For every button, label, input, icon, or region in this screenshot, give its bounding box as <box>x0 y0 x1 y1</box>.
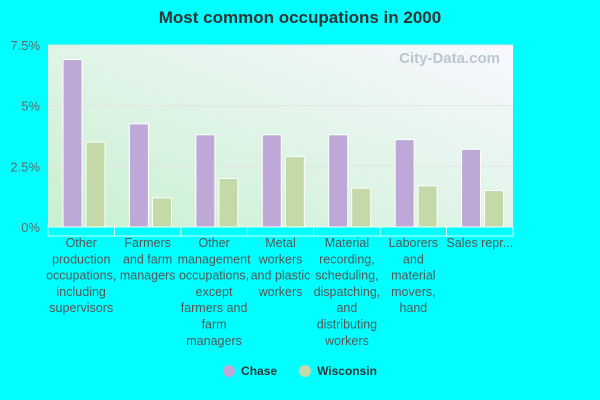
y-tick-label: 2.5% <box>10 159 40 174</box>
category-tick <box>47 226 115 237</box>
legend-item-chase: Chase <box>223 364 277 378</box>
x-tick-label: and <box>403 252 424 266</box>
x-tick-label: Farmers <box>124 236 171 250</box>
x-tick-label: workers <box>324 334 369 348</box>
x-tick-label: management <box>178 252 251 266</box>
category-tick <box>114 226 182 237</box>
x-tick-label: material <box>391 269 435 283</box>
x-tick-label: Metal <box>265 236 296 250</box>
bar-chase <box>62 59 83 228</box>
bar-wisconsin <box>218 177 239 228</box>
x-tick-label: managers <box>186 334 242 348</box>
legend-swatch <box>299 365 312 377</box>
x-tick-label: Other <box>66 236 97 250</box>
x-tick-label: scheduling, <box>315 269 378 283</box>
x-tick-label: distributing <box>317 318 377 332</box>
bar-chase <box>394 139 415 228</box>
x-tick-label: farmers and <box>181 301 248 315</box>
legend-item-wisconsin: Wisconsin <box>299 364 377 378</box>
chart-title: Most common occupations in 2000 <box>158 8 442 27</box>
y-tick-label: 5% <box>21 99 40 114</box>
bar-chase <box>328 134 349 228</box>
legend-label: Chase <box>241 364 278 378</box>
x-tick-label: including <box>57 285 106 299</box>
legend: Chase Wisconsin <box>0 364 600 378</box>
category-tick <box>313 226 381 237</box>
x-tick-label: movers, <box>391 285 435 299</box>
x-tick-label: occupations, <box>179 269 249 283</box>
x-tick-label: managers <box>120 269 176 283</box>
x-tick-label: Laborers <box>389 236 438 250</box>
bar-wisconsin <box>151 197 172 228</box>
x-tick-label: and farm <box>123 252 172 266</box>
x-tick-label: production <box>52 252 110 266</box>
legend-swatch <box>223 365 236 377</box>
bar-chase <box>261 134 282 228</box>
legend-label: Wisconsin <box>317 364 377 378</box>
bar-wisconsin <box>284 156 305 228</box>
category-tick <box>379 226 447 237</box>
x-tick-label: and plastic <box>251 269 311 283</box>
category-tick <box>446 226 514 237</box>
x-tick-label: recording, <box>319 252 375 266</box>
x-tick-label: Material <box>325 236 369 250</box>
x-tick-label: workers <box>258 252 303 266</box>
x-tick-label: hand <box>399 301 427 315</box>
x-tick-label: workers <box>258 285 303 299</box>
x-tick-label: occupations, <box>46 269 116 283</box>
bar-chase <box>461 148 482 228</box>
bar-wisconsin <box>85 141 106 228</box>
bar-wisconsin <box>484 190 505 228</box>
x-tick-label: farm <box>202 318 227 332</box>
y-tick-label: 7.5% <box>10 38 40 53</box>
category-tick <box>246 226 315 237</box>
y-tick-label: 0% <box>21 220 40 235</box>
category-tick <box>180 226 248 237</box>
x-tick-label: supervisors <box>49 301 113 315</box>
x-tick-label: except <box>196 285 233 299</box>
bar-chase <box>128 123 149 228</box>
bar-wisconsin <box>351 187 372 228</box>
bar-chase <box>195 134 216 228</box>
x-tick-label: and <box>336 301 357 315</box>
watermark: City-Data.com <box>399 50 500 67</box>
bar-wisconsin <box>417 185 438 228</box>
x-tick-label: Other <box>198 236 229 250</box>
x-tick-label: dispatching, <box>314 285 381 299</box>
x-tick-label: Sales repr... <box>446 236 513 250</box>
